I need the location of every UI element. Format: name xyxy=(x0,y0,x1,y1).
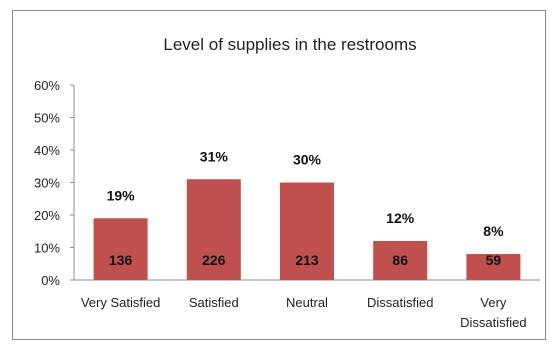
y-tick-label: 30% xyxy=(34,176,60,191)
category-label: Neutral xyxy=(286,295,328,310)
count-label: 213 xyxy=(295,252,319,268)
percent-label: 19% xyxy=(107,187,136,203)
chart-title: Level of supplies in the restrooms xyxy=(163,35,416,54)
bar xyxy=(373,241,428,280)
y-tick-label: 10% xyxy=(34,241,60,256)
count-label: 59 xyxy=(486,252,502,268)
percent-label: 8% xyxy=(483,223,504,239)
category-label: Dissatisfied xyxy=(367,295,433,310)
count-label: 136 xyxy=(109,252,133,268)
bar xyxy=(93,218,148,280)
y-tick-label: 60% xyxy=(34,78,60,93)
y-tick-label: 20% xyxy=(34,208,60,223)
bar xyxy=(280,182,334,280)
count-label: 226 xyxy=(202,252,226,268)
count-label: 86 xyxy=(392,252,408,268)
chart-frame xyxy=(12,10,546,340)
percent-label: 30% xyxy=(293,152,322,168)
category-label: Satisfied xyxy=(189,295,239,310)
y-tick-label: 0% xyxy=(41,273,60,288)
y-axis: 0% 10% 20% 30% 40% 50% 60% xyxy=(34,78,75,288)
y-tick-label: 50% xyxy=(34,111,60,126)
bar xyxy=(186,179,241,280)
bars: 19% 136 31% 226 30% 213 12% 86 8% 59 xyxy=(93,148,521,280)
bar xyxy=(466,254,521,280)
y-tick-label: 40% xyxy=(34,143,60,158)
percent-label: 31% xyxy=(200,148,229,164)
percent-label: 12% xyxy=(386,210,415,226)
x-axis: Very Satisfied Satisfied Neutral Dissatisfi… xyxy=(74,279,540,330)
category-label: Very Dissatisfied xyxy=(460,295,526,330)
category-label: Very Satisfied xyxy=(81,295,161,310)
